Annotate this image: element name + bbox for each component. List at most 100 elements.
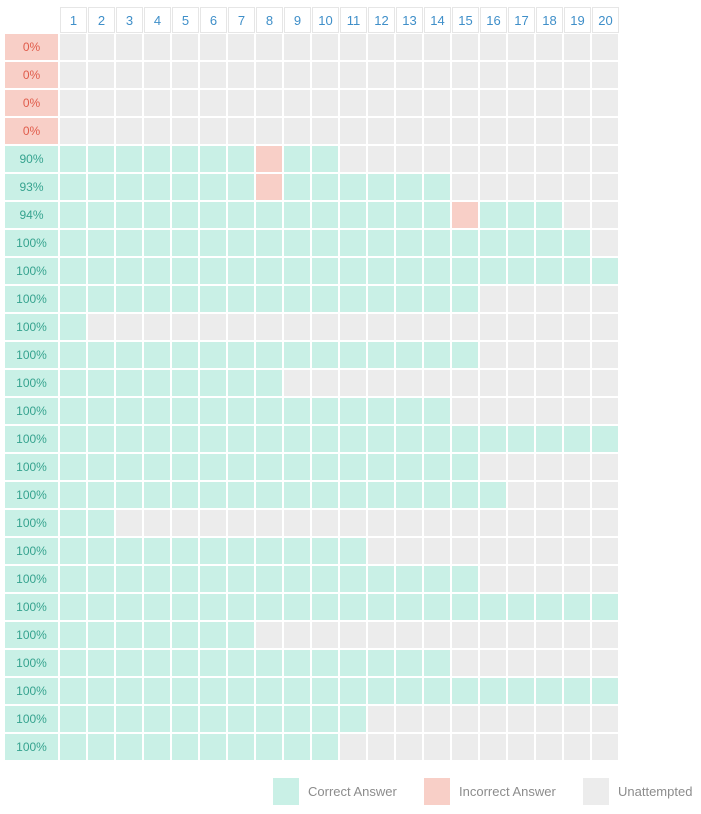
answer-cell [368,594,394,620]
answer-cell [256,622,282,648]
answer-cell [368,342,394,368]
row-score: 100% [5,286,58,312]
answer-cell [536,34,562,60]
answer-cell [312,342,338,368]
answer-cell [452,202,478,228]
answer-cell [536,734,562,760]
answer-cell [564,202,590,228]
answer-cell [256,650,282,676]
answer-cell [452,34,478,60]
answer-cell [424,482,450,508]
answer-cell [396,454,422,480]
answer-cell [172,230,198,256]
answer-cell [312,538,338,564]
answer-cell [424,286,450,312]
answer-cell [144,230,170,256]
answer-cell [508,426,534,452]
answer-cell [284,538,310,564]
answer-cell [200,538,226,564]
column-header: 12 [368,7,395,33]
answer-cell [200,622,226,648]
answer-cell [200,706,226,732]
answer-cell [340,314,366,340]
answer-cell [592,230,618,256]
answer-cell [480,146,506,172]
answer-cell [592,62,618,88]
answer-cell [284,426,310,452]
answer-cell [116,230,142,256]
answer-cell [144,370,170,396]
answer-cell [340,34,366,60]
answer-cell [564,454,590,480]
answer-cell [508,734,534,760]
answer-cell [564,118,590,144]
answer-cell [508,622,534,648]
answer-cell [116,90,142,116]
column-header: 18 [536,7,563,33]
answer-cell [592,118,618,144]
answer-cell [256,566,282,592]
answer-cell [284,202,310,228]
answer-cell [452,314,478,340]
answer-cell [480,90,506,116]
answer-cell [508,62,534,88]
answer-cell [396,314,422,340]
answer-cell [116,34,142,60]
answer-cell [312,650,338,676]
answer-cell [396,398,422,424]
answer-cell [368,174,394,200]
answer-cell [452,90,478,116]
answer-cell [480,370,506,396]
answer-cell [144,594,170,620]
answer-cell [116,146,142,172]
answer-cell [312,230,338,256]
answer-cell [88,258,114,284]
answer-cell [88,454,114,480]
answer-cell [60,734,86,760]
answer-cell [340,370,366,396]
answer-cell [536,566,562,592]
answer-cell [424,734,450,760]
answer-cell [284,90,310,116]
answer-cell [60,258,86,284]
answer-cell [312,398,338,424]
answer-cell [144,118,170,144]
answer-cell [340,454,366,480]
answer-cell [536,342,562,368]
answer-cell [536,594,562,620]
answer-cell [340,258,366,284]
answer-cell [60,90,86,116]
answer-cell [592,258,618,284]
answer-cell [424,454,450,480]
column-header: 8 [256,7,283,33]
answer-cell [172,118,198,144]
answer-cell [144,454,170,480]
row-score: 100% [5,538,58,564]
answer-cell [536,454,562,480]
answer-cell [340,566,366,592]
answer-cell [60,398,86,424]
answer-cell [144,146,170,172]
answer-cell [284,146,310,172]
answer-cell [340,118,366,144]
answer-cell [564,146,590,172]
answer-cell [200,62,226,88]
answer-cell [60,594,86,620]
answer-cell [508,482,534,508]
answer-cell [536,118,562,144]
answer-cell [368,650,394,676]
answer-cell [592,734,618,760]
answer-cell [396,510,422,536]
legend-correct-label: Correct Answer [308,784,397,799]
answer-cell [536,706,562,732]
answer-cell [144,314,170,340]
answer-cell [144,342,170,368]
answer-cell [368,202,394,228]
answer-cell [592,706,618,732]
answer-cell [564,370,590,396]
row-score: 0% [5,34,58,60]
column-header: 11 [340,7,367,33]
row-score: 100% [5,370,58,396]
answer-cell [172,398,198,424]
answer-cell [368,314,394,340]
